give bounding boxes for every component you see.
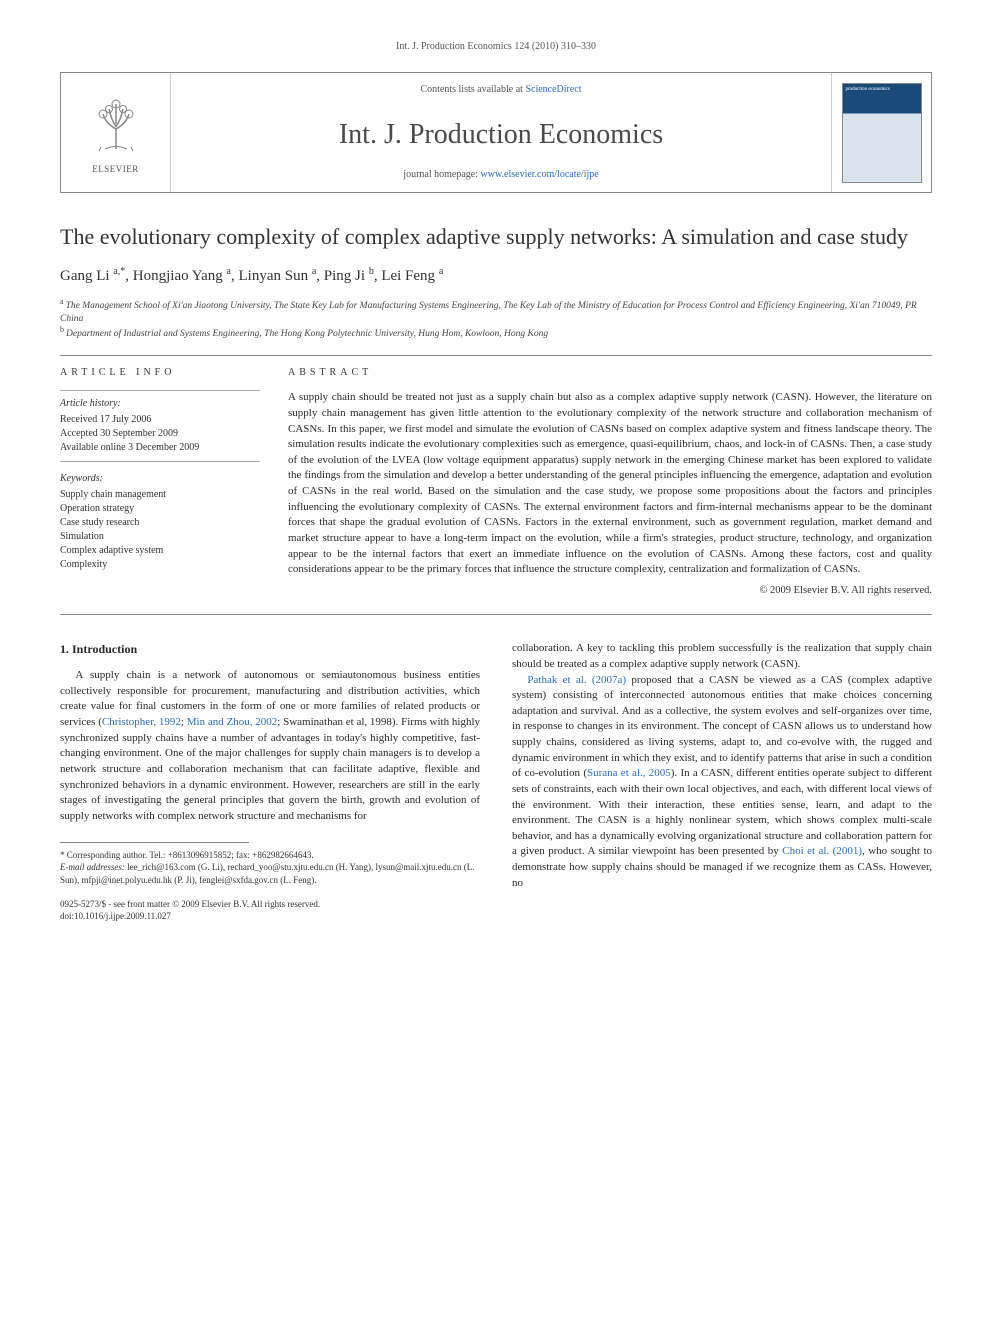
front-matter-line: 0925-5273/$ - see front matter © 2009 El… — [60, 898, 480, 910]
col2-para-1: Pathak et al. (2007a) proposed that a CA… — [512, 673, 932, 892]
body-col-left: 1. Introduction A supply chain is a netw… — [60, 641, 480, 922]
abstract-head: ABSTRACT — [288, 366, 932, 380]
homepage-line: journal homepage: www.elsevier.com/locat… — [191, 168, 811, 182]
abstract-text: A supply chain should be treated not jus… — [288, 390, 932, 577]
section-1-head: 1. Introduction — [60, 641, 480, 658]
keyword: Complex adaptive system — [60, 544, 260, 558]
affiliation-mark: a — [60, 297, 66, 306]
emails-label: E-mail addresses: — [60, 862, 127, 872]
keyword: Supply chain management — [60, 488, 260, 502]
history-item: Available online 3 December 2009 — [60, 441, 260, 455]
body-col-right: collaboration. A key to tackling this pr… — [512, 641, 932, 922]
keyword: Complexity — [60, 558, 260, 572]
article-info: ARTICLE INFO Article history: Received 1… — [60, 366, 260, 598]
info-abstract-row: ARTICLE INFO Article history: Received 1… — [60, 366, 932, 598]
author: Hongjiao Yang a — [133, 268, 231, 284]
masthead: ELSEVIER Contents lists available at Sci… — [60, 72, 932, 193]
publisher-label: ELSEVIER — [92, 163, 139, 176]
author-mark: a — [227, 266, 231, 277]
rule-bottom — [60, 614, 932, 615]
cover-block: production economics — [831, 73, 931, 192]
contents-prefix: Contents lists available at — [420, 84, 525, 95]
c2b: ). In a CASN, different entities operate… — [512, 767, 932, 857]
publisher-block: ELSEVIER — [61, 73, 171, 192]
affiliation: b Department of Industrial and Systems E… — [60, 325, 932, 341]
keyword: Simulation — [60, 530, 260, 544]
author-mark: a — [439, 266, 443, 277]
author: Linyan Sun a — [239, 268, 317, 284]
masthead-center: Contents lists available at ScienceDirec… — [171, 73, 831, 192]
history-item: Received 17 July 2006 — [60, 413, 260, 427]
journal-cover-thumb: production economics — [842, 83, 922, 183]
affiliation-mark: b — [60, 325, 66, 334]
doi-line: doi:10.1016/j.ijpe.2009.11.027 — [60, 910, 480, 922]
email-addresses-note: E-mail addresses: lee_rich@163.com (G. L… — [60, 861, 480, 885]
author-mark: b — [369, 266, 374, 277]
author: Lei Feng a — [381, 268, 443, 284]
col2-continuation: collaboration. A key to tackling this pr… — [512, 641, 932, 672]
elsevier-tree-icon — [81, 89, 151, 159]
ref-choi-2001[interactable]: Choi et al. (2001) — [782, 845, 862, 857]
contents-line: Contents lists available at ScienceDirec… — [191, 83, 811, 97]
author: Ping Ji b — [324, 268, 374, 284]
author-mark: a,* — [113, 266, 125, 277]
affiliations: a The Management School of Xi'an Jiaoton… — [60, 297, 932, 342]
history-label: Article history: — [60, 397, 260, 411]
journal-name: Int. J. Production Economics — [191, 115, 811, 154]
c2a: proposed that a CASN be viewed as a CAS … — [512, 674, 932, 780]
ref-surana-2005[interactable]: Surana et al., 2005 — [587, 767, 671, 779]
history-item: Accepted 30 September 2009 — [60, 427, 260, 441]
p1-post: ; Swaminathan et al, 1998). Firms with h… — [60, 716, 480, 822]
abstract-copyright: © 2009 Elsevier B.V. All rights reserved… — [288, 584, 932, 599]
homepage-prefix: journal homepage: — [403, 169, 480, 180]
keyword: Case study research — [60, 516, 260, 530]
keywords-label: Keywords: — [60, 472, 260, 486]
ref-pathak-2007a[interactable]: Pathak et al. (2007a) — [527, 674, 626, 686]
article-info-head: ARTICLE INFO — [60, 366, 260, 380]
footnote-separator — [60, 842, 249, 843]
rule-top — [60, 355, 932, 356]
cover-text: production economics — [846, 87, 918, 93]
keyword: Operation strategy — [60, 502, 260, 516]
running-head: Int. J. Production Economics 124 (2010) … — [60, 40, 932, 54]
author: Gang Li a,* — [60, 268, 125, 284]
affiliation: a The Management School of Xi'an Jiaoton… — [60, 297, 932, 326]
abstract-block: ABSTRACT A supply chain should be treate… — [288, 366, 932, 598]
author-mark: a — [312, 266, 316, 277]
body-columns: 1. Introduction A supply chain is a netw… — [60, 641, 932, 922]
authors: Gang Li a,*, Hongjiao Yang a, Linyan Sun… — [60, 265, 932, 287]
homepage-link[interactable]: www.elsevier.com/locate/ijpe — [481, 169, 599, 180]
intro-para-1: A supply chain is a network of autonomou… — [60, 668, 480, 824]
article-title: The evolutionary complexity of complex a… — [60, 223, 932, 251]
corresponding-author-note: * Corresponding author. Tel.: +861309691… — [60, 849, 480, 861]
sciencedirect-link[interactable]: ScienceDirect — [525, 84, 581, 95]
ref-christopher-1992[interactable]: Christopher, 1992 — [102, 716, 181, 728]
ref-min-zhou-2002[interactable]: Min and Zhou, 2002 — [187, 716, 278, 728]
